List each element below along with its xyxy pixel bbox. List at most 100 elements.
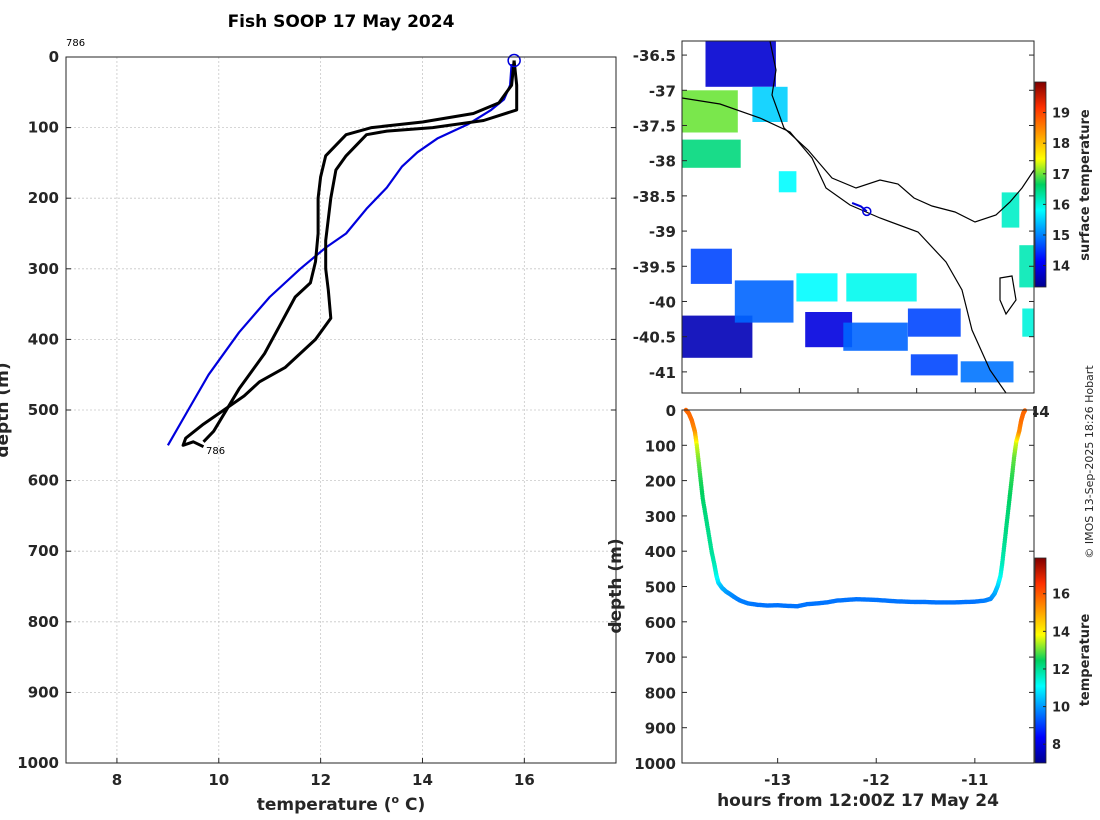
profile-xlabel: temperature (o C): [257, 793, 426, 815]
profile-ytick-label: 400: [28, 330, 59, 348]
time-ytick-label: 800: [645, 684, 676, 702]
map-xtick-overlap-mask: [683, 404, 1033, 420]
profile-series: [166, 53, 521, 449]
profile-panel: Fish SOOP 17 May 2024 8 10 12 14 16 0 100 200 30…: [0, 12, 617, 815]
profile-ticks: 8 10 12 14 16 0 100 200 300 400 500 600 700 800 900 100…: [17, 48, 616, 789]
profile-ytick-label: 600: [28, 472, 59, 490]
sst-cell: [682, 139, 741, 168]
sst-cell: [960, 361, 1014, 383]
coastline: [682, 41, 1034, 393]
sst-cell: [1001, 192, 1020, 228]
map-ytick-label: -39: [649, 223, 676, 241]
temperature-colorbar: [1034, 557, 1047, 764]
profile-xtick-label: 16: [514, 771, 535, 789]
profile-ytick-label: 300: [28, 260, 59, 278]
map-ytick-label: -38: [649, 153, 676, 171]
time-ytick-label: 1000: [634, 755, 676, 773]
sst-colorbar-ticks: 14 15 16 17 18 19: [1043, 107, 1070, 275]
time-xtick-label: -11: [961, 771, 988, 789]
profile-start-marker: [507, 53, 521, 68]
temperature-colorbar-tick-label: 12: [1052, 663, 1070, 678]
temperature-colorbar-ticks: 8 10 12 14 16: [1043, 588, 1070, 753]
sst-cell: [1019, 245, 1034, 288]
sst-cell: [734, 280, 794, 323]
temperature-colorbar-label: temperature: [1078, 614, 1093, 707]
sst-cell: [1022, 308, 1034, 337]
profile-top-annotation: 786: [66, 38, 85, 49]
map-ytick-label: -38.5: [633, 188, 676, 206]
sst-cell: [690, 248, 732, 284]
profile-bottom-annotation: 786: [206, 446, 225, 457]
time-ytick-label: 200: [645, 473, 676, 491]
time-ytick-label: 600: [645, 614, 676, 632]
profile-xtick-label: 14: [412, 771, 433, 789]
temperature-colorbar-tick-label: 16: [1052, 588, 1070, 603]
sst-colorbar-tick-label: 18: [1052, 137, 1070, 152]
profile-line-climatology: [166, 64, 513, 446]
footer-credit: © IMOS 13-Sep-2025 18:26 Hobart: [1083, 365, 1096, 559]
time-ytick-label: 700: [645, 649, 676, 667]
profile-ytick-label: 900: [28, 683, 59, 701]
sst-colorbar-tick-label: 14: [1052, 260, 1070, 275]
time-ytick-label: 900: [645, 720, 676, 738]
chart-title: Fish SOOP 17 May 2024: [228, 12, 455, 32]
sst-cell: [910, 354, 958, 376]
profile-ytick-label: 700: [28, 542, 59, 560]
profile-ylabel: depth (m): [0, 362, 13, 457]
time-ticks: 0 100 200 300 400 500 600 700 800 900 1000 -13 -12 -1…: [634, 402, 1034, 789]
temperature-colorbar-tick-label: 8: [1052, 738, 1061, 753]
sst-cell: [907, 308, 961, 337]
sst-colorbar-tick-label: 19: [1052, 107, 1070, 122]
sst-cell: [682, 90, 738, 133]
sst-cell: [705, 41, 776, 87]
time-ytick-label: 100: [645, 437, 676, 455]
time-xtick-label: -12: [863, 771, 890, 789]
time-axes-box: [681, 409, 1035, 764]
profile-xtick-label: 10: [208, 771, 229, 789]
sst-cell: [846, 273, 917, 302]
time-ytick-label: 300: [645, 508, 676, 526]
time-ytick-label: 500: [645, 579, 676, 597]
sst-colorbar-tick-label: 17: [1052, 168, 1070, 183]
track-line: [851, 201, 868, 213]
profile-ytick-label: 800: [28, 613, 59, 631]
map-ytick-label: -40.5: [633, 329, 676, 347]
sst-cell: [843, 322, 908, 351]
map-ytick-label: -41: [649, 364, 676, 382]
sst-cell: [752, 86, 788, 122]
time-xlabel: hours from 12:00Z 17 May 24: [717, 791, 999, 811]
time-ytick-label: 0: [666, 402, 676, 420]
time-xtick-label: -13: [764, 771, 791, 789]
profile-ytick-label: 1000: [17, 754, 59, 772]
time-points: [683, 407, 1028, 609]
sst-colorbar: [1034, 81, 1047, 288]
profile-line-downcast: [181, 60, 519, 449]
sst-colorbar-tick-label: 16: [1052, 198, 1070, 213]
sst-cell: [796, 273, 838, 302]
time-panel: 0 100 200 300 400 500 600 700 800 900 1000 -13 -12 -1…: [606, 402, 1093, 811]
profile-ytick-label: 200: [28, 189, 59, 207]
map-ytick-label: -37: [649, 82, 676, 100]
map-ytick-label: -36.5: [633, 47, 676, 65]
map-panel: -36.5 -37 -37.5 -38 -38.5 -39 -39.5 -40 -40.5 -41…: [633, 40, 1093, 421]
map-ytick-label: -37.5: [633, 117, 676, 135]
map-ytick-label: -40: [649, 293, 676, 311]
time-ytick-label: 400: [645, 543, 676, 561]
profile-ytick-label: 500: [28, 401, 59, 419]
sst-colorbar-tick-label: 15: [1052, 229, 1070, 244]
profile-xtick-label: 8: [112, 771, 122, 789]
sst-cell: [682, 315, 753, 358]
profile-ytick-label: 0: [49, 48, 59, 66]
profile-xtick-label: 12: [310, 771, 331, 789]
map-ytick-label: -39.5: [633, 258, 676, 276]
sst-cell: [778, 171, 797, 193]
ship-track: [851, 201, 872, 217]
temperature-colorbar-tick-label: 14: [1052, 625, 1070, 640]
sst-colorbar-label: surface temperature: [1078, 109, 1093, 261]
track-end-marker: [862, 206, 872, 217]
profile-axes-box: [65, 56, 617, 764]
time-ylabel: depth (m): [606, 538, 626, 633]
profile-ytick-label: 100: [28, 119, 59, 137]
profile-line-upcast: [202, 60, 516, 443]
